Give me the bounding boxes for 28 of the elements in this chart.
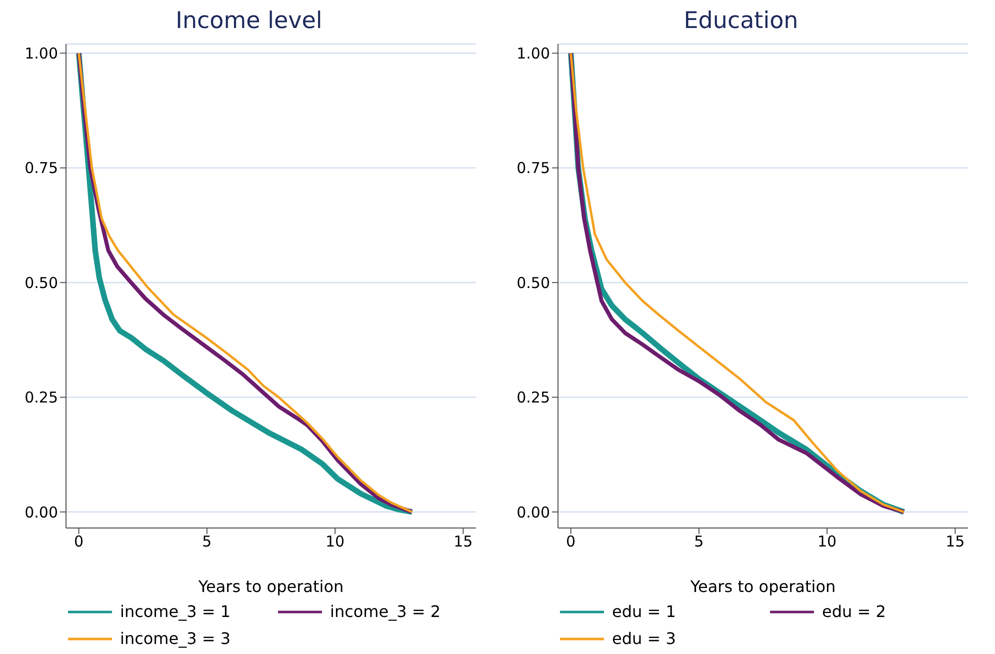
legend-label: edu = 2 [822, 602, 886, 621]
x-axis-title: Years to operation [689, 577, 836, 596]
y-tick-label: 1.00 [516, 44, 550, 62]
chart-title: Education [682, 8, 800, 36]
legend-label: edu = 1 [612, 602, 676, 621]
y-tick-label: 1.00 [24, 44, 58, 62]
x-tick-label: 15 [946, 532, 965, 551]
legend-label: income_3 = 2 [330, 602, 441, 621]
y-tick-label: 0.00 [24, 503, 58, 522]
x-tick-label: 10 [326, 532, 345, 551]
y-tick-label: 0.50 [24, 274, 58, 292]
y-tick-label: 0.00 [516, 503, 550, 522]
x-tick-label: 10 [818, 532, 837, 551]
x-tick-label: 0 [74, 532, 84, 551]
chart-title: Income level [174, 8, 324, 36]
legend-label: edu = 3 [612, 629, 676, 648]
legend-label: income_3 = 1 [120, 602, 231, 621]
x-tick-label: 5 [694, 532, 704, 551]
x-axis-title: Years to operation [197, 577, 344, 596]
y-tick-label: 0.25 [516, 388, 550, 407]
y-tick-label: 0.75 [516, 159, 550, 178]
x-tick-label: 15 [454, 532, 473, 551]
x-tick-label: 0 [566, 532, 576, 551]
y-tick-label: 0.50 [516, 274, 550, 292]
y-tick-label: 0.25 [24, 388, 58, 407]
x-tick-label: 5 [202, 532, 212, 551]
legend-label: income_3 = 3 [120, 629, 231, 648]
y-tick-label: 0.75 [24, 159, 58, 178]
